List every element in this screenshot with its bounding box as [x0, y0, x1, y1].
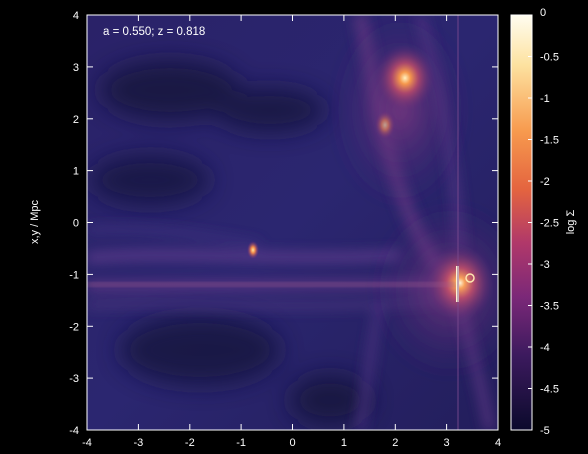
- x-tick-labels: -4 -3 -2 -1 0 1 2 3 4: [82, 437, 501, 449]
- colorbar-tick-label: -3: [540, 259, 550, 271]
- x-tick-label: 0: [289, 437, 295, 449]
- colorbar-tick-label: -4.5: [540, 384, 559, 396]
- y-tick-labels: 4 3 2 1 0 -1 -2 -3 -4: [69, 10, 79, 437]
- y-tick-label: -3: [69, 373, 79, 385]
- y-tick-label: 2: [73, 114, 79, 126]
- colorbar-tick-label: -3.5: [540, 301, 559, 313]
- colorbar-tick-label: -1: [540, 93, 550, 105]
- x-tick-label: -2: [185, 437, 195, 449]
- colorbar-tick-marks: [528, 14, 532, 431]
- colorbar-title: log Σ: [565, 210, 577, 235]
- x-tick-label: 4: [495, 437, 501, 449]
- colorbar: 0 -0.5 -1 -1.5 -2 -2.5 -3 -3.5 -4 -4.5 -…: [510, 7, 577, 437]
- x-tick-label: -3: [134, 437, 144, 449]
- y-tick-label: -2: [69, 321, 79, 333]
- colorbar-tick-label: 0: [540, 7, 546, 19]
- y-tick-marks: [87, 14, 498, 431]
- colorbar-tick-label: -2.5: [540, 218, 559, 230]
- colorbar-tick-label: -2: [540, 176, 550, 188]
- colorbar-tick-label: -4: [540, 342, 550, 354]
- colorbar-tick-label: -1.5: [540, 135, 559, 147]
- y-tick-label: 3: [73, 62, 79, 74]
- colorbar-tick-label: -5: [540, 425, 550, 437]
- y-tick-label: 0: [73, 218, 79, 230]
- x-tick-marks: [86, 15, 499, 430]
- x-tick-label: 2: [392, 437, 398, 449]
- x-tick-label: 1: [341, 437, 347, 449]
- x-tick-label: 3: [444, 437, 450, 449]
- x-tick-label: -1: [236, 437, 246, 449]
- y-tick-label: -4: [69, 425, 79, 437]
- x-tick-label: -4: [82, 437, 92, 449]
- scale-factor-annotation: a = 0.550; z = 0.818: [103, 26, 205, 38]
- y-tick-label: -1: [69, 269, 79, 281]
- density-map: [87, 15, 498, 430]
- y-tick-label: 4: [73, 10, 79, 22]
- y-tick-label: 1: [73, 166, 79, 178]
- y-axis-title: x,y / Mpc: [29, 200, 41, 245]
- colorbar-tick-label: -0.5: [540, 52, 559, 64]
